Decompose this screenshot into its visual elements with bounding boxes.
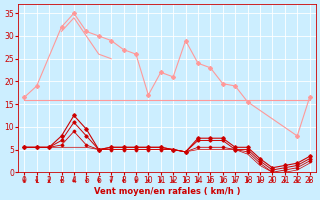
X-axis label: Vent moyen/en rafales ( km/h ): Vent moyen/en rafales ( km/h ) (94, 187, 240, 196)
